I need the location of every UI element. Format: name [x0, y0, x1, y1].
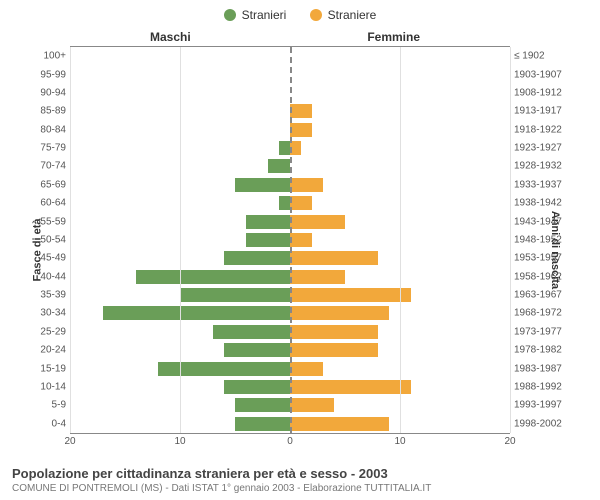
- age-label: 40-44: [20, 271, 66, 282]
- age-label: 100+: [20, 51, 66, 62]
- legend-label-male: Stranieri: [242, 8, 287, 22]
- birth-year-label: 1973-1977: [514, 326, 580, 337]
- bar-male: [103, 306, 290, 320]
- x-tick: 0: [287, 436, 293, 447]
- column-header-female: Femmine: [367, 30, 420, 44]
- birth-year-label: 1923-1927: [514, 143, 580, 154]
- plot-area: 100+≤ 190295-991903-190790-941908-191285…: [70, 46, 510, 434]
- birth-year-label: 1958-1962: [514, 271, 580, 282]
- x-tick: 20: [64, 436, 75, 447]
- bar-female: [290, 398, 334, 412]
- birth-year-label: 1928-1932: [514, 161, 580, 172]
- birth-year-label: 1953-1957: [514, 253, 580, 264]
- legend-swatch-male: [224, 9, 236, 21]
- bar-male: [180, 288, 290, 302]
- birth-year-label: 1998-2002: [514, 418, 580, 429]
- x-tick: 10: [394, 436, 405, 447]
- bar-female: [290, 251, 378, 265]
- birth-year-label: 1908-1912: [514, 87, 580, 98]
- legend-item-male: Stranieri: [224, 8, 287, 22]
- age-label: 30-34: [20, 308, 66, 319]
- birth-year-label: 1938-1942: [514, 198, 580, 209]
- grid-line: [400, 47, 401, 433]
- bar-female: [290, 362, 323, 376]
- bar-female: [290, 325, 378, 339]
- age-label: 5-9: [20, 400, 66, 411]
- caption-subtitle: COMUNE DI PONTREMOLI (MS) - Dati ISTAT 1…: [12, 483, 588, 494]
- bar-female: [290, 233, 312, 247]
- x-tick: 20: [504, 436, 515, 447]
- age-label: 60-64: [20, 198, 66, 209]
- age-label: 65-69: [20, 179, 66, 190]
- age-label: 70-74: [20, 161, 66, 172]
- age-label: 50-54: [20, 234, 66, 245]
- legend-swatch-female: [310, 9, 322, 21]
- birth-year-label: 1978-1982: [514, 345, 580, 356]
- legend-label-female: Straniere: [328, 8, 377, 22]
- bar-male: [235, 398, 290, 412]
- bar-male: [224, 343, 290, 357]
- bar-female: [290, 306, 389, 320]
- caption: Popolazione per cittadinanza straniera p…: [12, 466, 588, 494]
- age-label: 95-99: [20, 69, 66, 80]
- age-label: 20-24: [20, 345, 66, 356]
- bar-female: [290, 196, 312, 210]
- birth-year-label: 1943-1947: [514, 216, 580, 227]
- bar-female: [290, 380, 411, 394]
- age-label: 15-19: [20, 363, 66, 374]
- bar-male: [224, 380, 290, 394]
- bar-male: [224, 251, 290, 265]
- bar-female: [290, 215, 345, 229]
- age-label: 10-14: [20, 381, 66, 392]
- bar-male: [268, 159, 290, 173]
- age-label: 55-59: [20, 216, 66, 227]
- column-header-male: Maschi: [150, 30, 191, 44]
- bar-male: [246, 215, 290, 229]
- grid-line: [180, 47, 181, 433]
- grid-line: [70, 47, 71, 433]
- birth-year-label: 1983-1987: [514, 363, 580, 374]
- bar-male: [279, 196, 290, 210]
- birth-year-label: ≤ 1902: [514, 51, 580, 62]
- bar-male: [158, 362, 290, 376]
- bar-female: [290, 343, 378, 357]
- bar-female: [290, 104, 312, 118]
- bar-male: [213, 325, 290, 339]
- bar-female: [290, 417, 389, 431]
- age-label: 85-89: [20, 106, 66, 117]
- bar-male: [279, 141, 290, 155]
- bar-male: [246, 233, 290, 247]
- birth-year-label: 1918-1922: [514, 124, 580, 135]
- birth-year-label: 1933-1937: [514, 179, 580, 190]
- age-label: 75-79: [20, 143, 66, 154]
- birth-year-label: 1948-1952: [514, 234, 580, 245]
- x-axis: 201001020: [70, 436, 510, 450]
- age-label: 90-94: [20, 87, 66, 98]
- grid-line: [510, 47, 511, 433]
- bar-male: [136, 270, 290, 284]
- birth-year-label: 1913-1917: [514, 106, 580, 117]
- legend-item-female: Straniere: [310, 8, 377, 22]
- age-label: 35-39: [20, 290, 66, 301]
- age-label: 25-29: [20, 326, 66, 337]
- legend: Stranieri Straniere: [0, 8, 600, 24]
- birth-year-label: 1993-1997: [514, 400, 580, 411]
- age-label: 0-4: [20, 418, 66, 429]
- bar-female: [290, 288, 411, 302]
- birth-year-label: 1903-1907: [514, 69, 580, 80]
- bar-female: [290, 123, 312, 137]
- birth-year-label: 1968-1972: [514, 308, 580, 319]
- zero-line: [290, 47, 292, 433]
- bar-male: [235, 417, 290, 431]
- age-label: 80-84: [20, 124, 66, 135]
- caption-title: Popolazione per cittadinanza straniera p…: [12, 466, 588, 481]
- bar-male: [235, 178, 290, 192]
- bar-female: [290, 178, 323, 192]
- age-label: 45-49: [20, 253, 66, 264]
- birth-year-label: 1963-1967: [514, 290, 580, 301]
- bar-female: [290, 270, 345, 284]
- x-tick: 10: [174, 436, 185, 447]
- birth-year-label: 1988-1992: [514, 381, 580, 392]
